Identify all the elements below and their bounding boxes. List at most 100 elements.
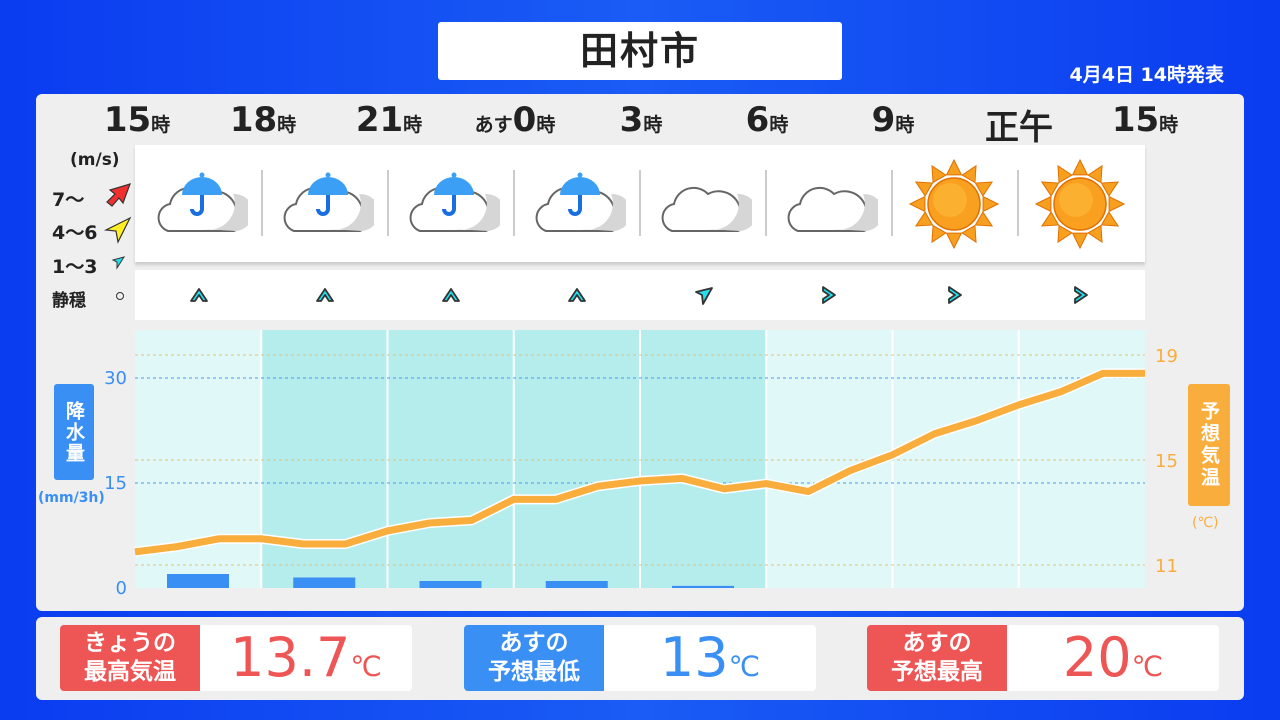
- page-title: 田村市: [438, 22, 842, 80]
- time-number: 21: [355, 100, 404, 140]
- time-suffix: 時: [769, 114, 789, 136]
- wind-arrow-icon: [692, 284, 716, 312]
- wind-arrow-icon: [1070, 284, 1092, 310]
- precip-unit: (mm/3h): [38, 490, 105, 506]
- value-unit: ℃: [728, 650, 761, 683]
- precip-bar: [167, 574, 229, 588]
- time-number: 3: [619, 100, 644, 140]
- summary-label: あすの 予想最低: [464, 625, 604, 691]
- time-number: 6: [745, 100, 770, 140]
- time-label: 21時: [326, 100, 452, 140]
- value-unit: ℃: [1131, 650, 1164, 683]
- time-suffix: 時: [536, 114, 556, 136]
- summary-value: 13.7℃: [200, 625, 412, 691]
- chart-column-bg: [892, 330, 1019, 588]
- time-number: 15: [103, 100, 152, 140]
- summary-value: 13℃: [604, 625, 816, 691]
- chart-column-bg: [387, 330, 514, 588]
- value-number: 13.7: [230, 626, 351, 689]
- time-suffix: 時: [895, 114, 915, 136]
- wind-legend-calm: 静穏: [52, 291, 86, 311]
- time-number: 0: [512, 100, 537, 140]
- time-label: 6時: [704, 100, 830, 140]
- cyan-arrow-icon: [111, 256, 126, 270]
- time-label: 正午: [956, 100, 1082, 149]
- summary-label: きょうの 最高気温: [60, 625, 200, 691]
- temp-line: [134, 369, 1145, 556]
- time-suffix: 時: [277, 114, 297, 136]
- precip-tick-label: 30: [104, 368, 127, 389]
- time-number: 9: [871, 100, 896, 140]
- cloud-rain-icon: [526, 159, 632, 253]
- time-label: 15時: [74, 100, 200, 140]
- wind-arrow-icon: [188, 284, 210, 310]
- summary-card: きょうの最高気温 13.7℃: [60, 625, 412, 691]
- time-suffix: 時: [403, 114, 423, 136]
- summary-label: あすの 予想最高: [867, 625, 1007, 691]
- temp-tick-label: 15: [1155, 451, 1178, 472]
- time-prefix: あす: [474, 114, 513, 136]
- divider: [513, 170, 515, 236]
- weather-icons-row: [135, 145, 1145, 262]
- chart-column-bg: [261, 330, 388, 588]
- precip-axis-label: 降水量: [54, 384, 94, 480]
- wind-arrow-icon: [944, 284, 966, 310]
- label-line2: 予想最高: [891, 659, 983, 685]
- wind-legend-light: 1〜3: [52, 256, 98, 278]
- precip-bar: [545, 581, 608, 588]
- time-label: 18時: [200, 100, 326, 140]
- red-arrow-icon: [106, 183, 131, 207]
- chart-column-bg: [640, 330, 767, 588]
- wind-arrow-icon: [440, 284, 462, 310]
- cloud-rain-icon: [400, 159, 506, 253]
- time-suffix: 時: [643, 114, 663, 136]
- time-label: 9時: [830, 100, 956, 140]
- wind-row: [135, 270, 1145, 320]
- sun-icon: [1030, 158, 1130, 253]
- label-line2: 最高気温: [84, 659, 176, 685]
- cloud-rain-icon: [274, 159, 380, 253]
- precip-bar: [293, 577, 356, 588]
- wind-arrow-icon: [314, 284, 336, 310]
- time-label: 3時: [578, 100, 704, 140]
- divider: [891, 170, 893, 236]
- time-number: 正午: [985, 108, 1053, 148]
- value-number: 20: [1062, 626, 1132, 689]
- precip-bar: [672, 585, 734, 588]
- cloud-icon: [652, 159, 758, 253]
- divider: [639, 170, 641, 236]
- cloud-icon: [778, 159, 884, 253]
- yellow-arrow-icon: [103, 216, 132, 244]
- divider: [1017, 170, 1019, 236]
- time-label: 15時: [1082, 100, 1208, 140]
- time-label: あす0時: [452, 100, 578, 140]
- precip-tick-label: 0: [116, 578, 127, 599]
- summary-value: 20℃: [1007, 625, 1219, 691]
- wind-arrow-icon: [818, 284, 840, 310]
- precip-tick-label: 15: [104, 473, 127, 494]
- precip-bar: [419, 581, 482, 588]
- temp-tick-label: 19: [1155, 346, 1178, 367]
- wind-legend-moderate: 4〜6: [52, 222, 98, 244]
- cloud-rain-icon: [148, 159, 254, 253]
- label-line1: きょうの: [84, 630, 176, 656]
- divider: [387, 170, 389, 236]
- divider: [765, 170, 767, 236]
- forecast-chart: 11 15 19 0 15 30: [104, 330, 1178, 599]
- value-unit: ℃: [350, 650, 382, 683]
- wind-unit: (m/s): [70, 150, 120, 170]
- wind-arrow-icon: [566, 284, 588, 310]
- issued-time: 4月4日 14時発表: [1069, 64, 1225, 86]
- label-line1: あすの: [499, 630, 569, 656]
- label-line1: あすの: [902, 630, 972, 656]
- summary-card: あすの 予想最低 13℃: [464, 625, 816, 691]
- time-suffix: 時: [1159, 114, 1179, 136]
- calm-circle-icon: [116, 292, 124, 300]
- temp-unit: (℃): [1192, 515, 1219, 531]
- wind-legend-strong: 7〜: [52, 189, 85, 211]
- divider: [261, 170, 263, 236]
- temp-tick-label: 11: [1155, 556, 1178, 577]
- time-number: 18: [229, 100, 278, 140]
- value-number: 13: [659, 626, 729, 689]
- summary-card: あすの予想最高 20℃: [867, 625, 1219, 691]
